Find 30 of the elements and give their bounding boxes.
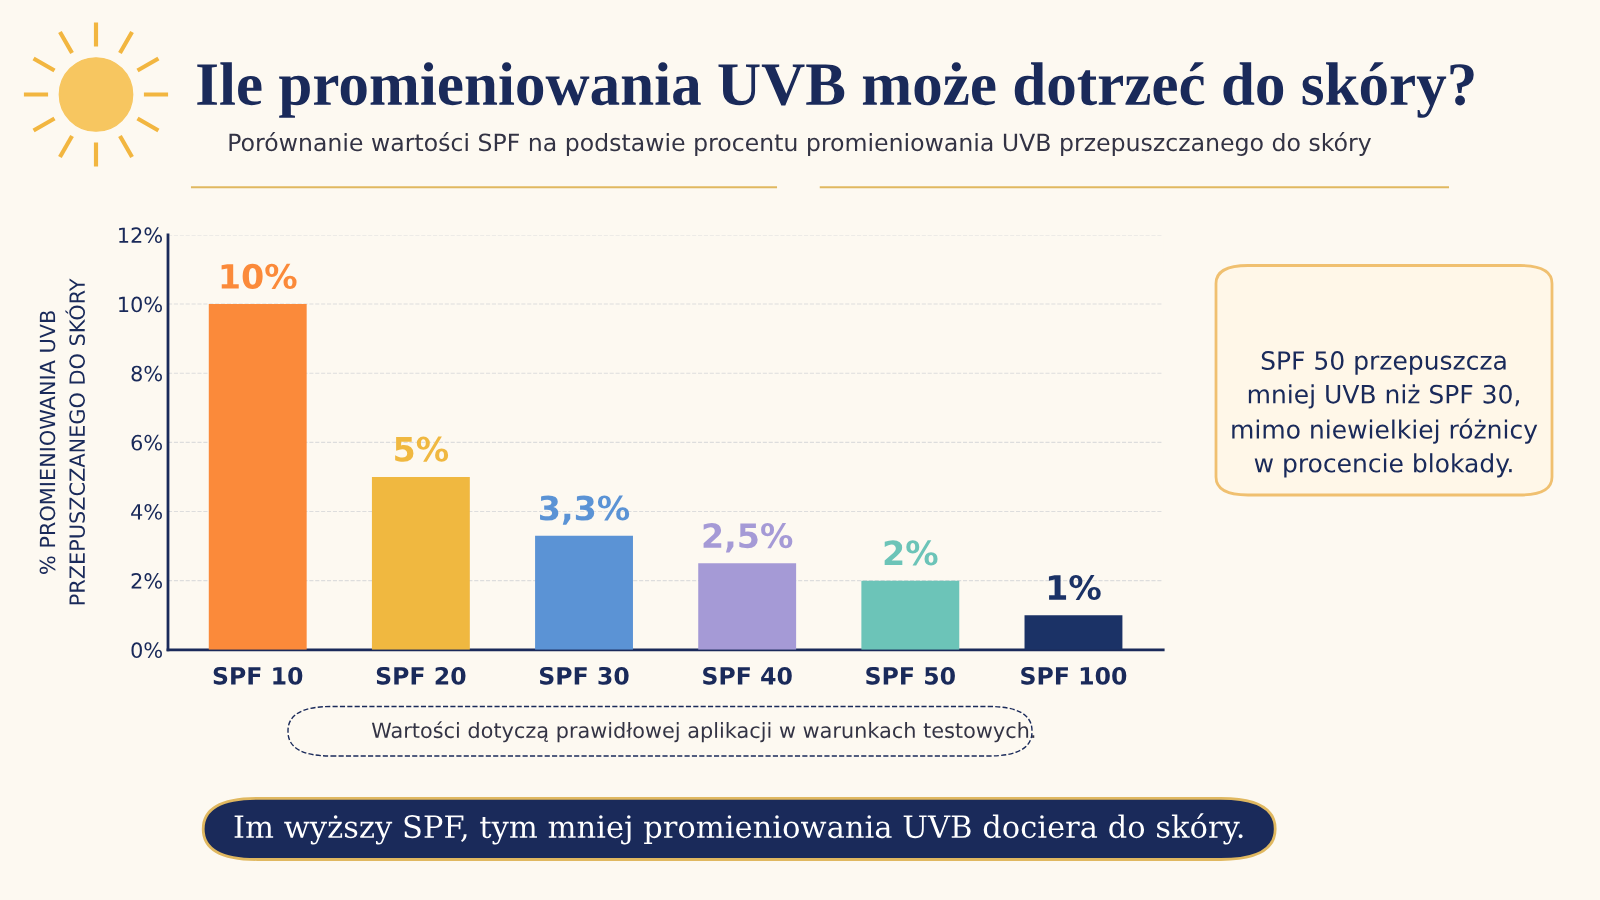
bar	[535, 535, 633, 650]
data-label: 1%	[1048, 574, 1101, 601]
y-axis-title: % PROMIENIOWANIA UVB PRZEPUSZCZANEGO DO SKÓRY	[39, 278, 86, 605]
data-label: 2%	[884, 540, 938, 566]
bar	[208, 304, 307, 650]
text: Im wyższy SPF, tym mniej promieniowania UVB dociera do skóry.	[234, 813, 1243, 845]
y-tick-label: 12%	[119, 227, 162, 244]
text: Wartości dotyczą prawidłowej aplikacji w warunkach testowych.	[371, 721, 1035, 743]
x-tick-label: SPF 100	[1021, 666, 1127, 685]
bar	[698, 563, 797, 650]
y-tick-label: 10%	[119, 296, 162, 313]
bar	[861, 580, 960, 650]
chart-subtitle: Porównanie wartości SPF na podstawie procentu promieniowania UVB przepuszczanego do skóry	[229, 132, 1371, 156]
data-label: 3,3%	[540, 495, 630, 525]
y-tick-label: 0%	[131, 642, 162, 659]
y-tick-label: 6%	[131, 434, 162, 451]
data-label: 5%	[395, 436, 449, 462]
bar	[371, 476, 470, 650]
x-tick-label: SPF 10	[213, 666, 303, 685]
data-label: 2,5%	[703, 523, 793, 553]
x-tick-label: SPF 30	[539, 666, 629, 685]
data-label: 10%	[221, 263, 297, 289]
x-tick-label: SPF 20	[376, 666, 466, 685]
text: SPF 50 przepuszcza mniej UVB niż SPF 30, mimo niewielkiej różnicy w procencie blokady.	[1232, 351, 1538, 478]
x-tick-label: SPF 40	[703, 666, 792, 685]
y-tick-label: 4%	[131, 503, 162, 520]
chart-title: Ile promieniowania UVB może dotrzeć do skóry?	[197, 62, 1474, 118]
x-tick-label: SPF 50	[866, 666, 955, 685]
y-tick-label: 2%	[131, 573, 162, 589]
y-tick-label: 8%	[131, 365, 162, 382]
